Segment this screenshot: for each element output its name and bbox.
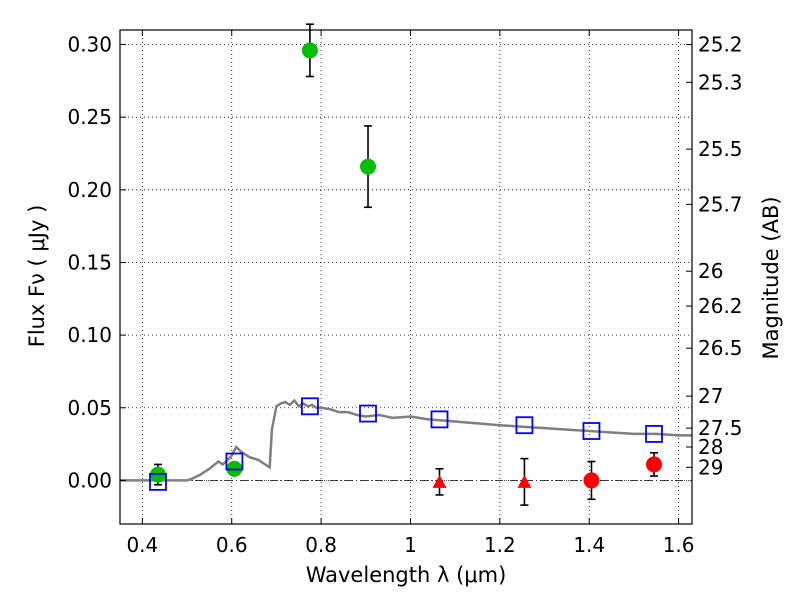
model-point-square [301, 397, 319, 416]
y2-tick-label: 27.5 [698, 416, 743, 440]
y-axis-ticks: 0.00 0.05 0.10 0.15 0.20 0.25 0.30 [67, 33, 126, 492]
x-tick-label: 0.6 [216, 533, 248, 557]
model-point-square [359, 404, 377, 423]
model-point-square [149, 472, 167, 491]
y2-tick-label: 28 [698, 435, 723, 459]
data-point-circle [583, 472, 600, 489]
model-point-square [582, 422, 601, 440]
y2-tick-label: 29 [698, 455, 723, 479]
y2-tick-label: 25.2 [698, 33, 743, 57]
data-point-circle [646, 456, 663, 473]
data-point-circle [301, 42, 318, 59]
model-spectrum-line [120, 398, 692, 482]
x-tick-label: 1.2 [484, 533, 516, 557]
y-tick-label: 0.10 [67, 323, 112, 347]
y-axis-label: Flux Fν ( μJy ) [25, 205, 49, 348]
x-tick-label: 0.8 [305, 533, 337, 557]
data-markers [149, 42, 663, 491]
x-tick-label: 1 [404, 533, 417, 557]
y-tick-label: 0.15 [67, 250, 112, 274]
x-axis-label: Wavelength λ (μm) [306, 563, 507, 587]
data-point-triangle [517, 474, 532, 488]
y2-tick-label: 26 [698, 259, 723, 283]
y2-tick-label: 25.5 [698, 137, 743, 161]
x-axis-ticks: 0.4 0.6 0.8 1 1.2 1.4 1.6 [126, 30, 695, 557]
y2-axis-label: Magnitude (AB) [759, 196, 783, 359]
plot-frame [119, 29, 693, 525]
model-point-square [225, 452, 244, 471]
data-point-triangle [432, 474, 447, 488]
y-tick-label: 0.30 [67, 33, 112, 57]
y-tick-label: 0.05 [67, 396, 112, 420]
model-point-square [515, 416, 534, 435]
model-point-square [430, 410, 449, 429]
x-tick-label: 0.4 [126, 533, 158, 557]
error-bars [153, 23, 659, 506]
y-tick-label: 0.20 [67, 178, 112, 202]
y-tick-label: 0.25 [67, 105, 112, 129]
y2-tick-label: 27 [698, 384, 723, 408]
x-tick-label: 1.4 [573, 533, 605, 557]
model-point-square [645, 425, 663, 443]
grid [120, 30, 692, 524]
x-tick-label: 1.6 [663, 533, 695, 557]
y-tick-label: 0.00 [67, 468, 112, 492]
y2-tick-label: 25.3 [698, 70, 743, 94]
y2-tick-label: 26.2 [698, 294, 743, 318]
y2-tick-label: 26.5 [698, 336, 743, 360]
y2-tick-label: 25.7 [698, 192, 743, 216]
data-point-circle [360, 158, 377, 175]
